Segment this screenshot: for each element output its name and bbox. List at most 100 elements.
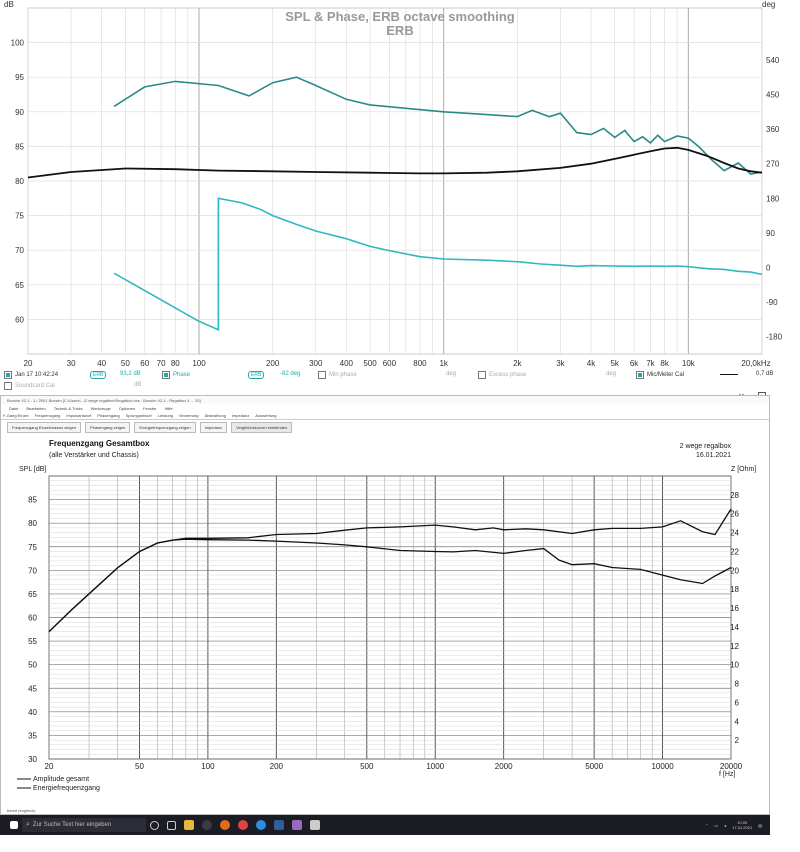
top-x-tick-label: 2k: [513, 359, 522, 368]
windows-start-icon[interactable]: [10, 821, 18, 829]
top-chart-title: SPL & Phase, ERB octave smoothing: [285, 9, 515, 24]
top-y-tick-label: 75: [15, 212, 24, 221]
menu-datei[interactable]: Datei: [9, 405, 19, 411]
clock[interactable]: 10:05 17.01.2021: [732, 820, 752, 830]
bottom-grid: [48, 475, 732, 760]
top-y-tick-label: 85: [15, 142, 24, 151]
bottom-y2-tick-label: 10: [730, 661, 739, 670]
tab-leistung[interactable]: Leistung: [157, 413, 173, 418]
top-series-phase: [113, 197, 763, 332]
top-x-tick-label: 20: [24, 359, 33, 368]
top-y-tick-label: 60: [15, 315, 24, 324]
minphase-checkbox[interactable]: [318, 371, 326, 379]
bottom-y2-tick-label: 6: [735, 698, 740, 707]
miccal-checkbox[interactable]: [636, 371, 644, 379]
phase-checkbox[interactable]: [162, 371, 170, 379]
tab-sprungantwort[interactable]: Sprungantwort: [125, 413, 152, 418]
menu-bearbeiten[interactable]: Bearbeiten: [26, 405, 46, 411]
tab-abstrahlung[interactable]: Abstrahlung: [204, 413, 226, 418]
compare-curves-button[interactable]: Vergleichskurven einblenden: [231, 421, 293, 433]
spl-phase-chart[interactable]: SPL & Phase, ERB octave smoothing ERB dB…: [0, 0, 800, 368]
soundcard-checkbox[interactable]: [4, 382, 12, 390]
top-y-tick-label: 90: [15, 108, 24, 117]
app-icon-3[interactable]: [274, 820, 284, 830]
phase-value: -82 deg: [280, 371, 301, 377]
menu-technik[interactable]: Technik & Tricks: [53, 405, 83, 411]
erb-chip[interactable]: ERB: [90, 371, 107, 379]
task-view-icon[interactable]: [167, 820, 176, 830]
taskbar-search[interactable]: ⌕ Zur Suche Text hier eingeben: [22, 818, 146, 832]
erb-checkbox[interactable]: [4, 371, 12, 379]
edge-icon[interactable]: [256, 820, 266, 830]
phase-chip[interactable]: ERB: [248, 371, 265, 379]
bottom-y-tick-label: 75: [28, 543, 37, 552]
legend-item-phase[interactable]: Phase: [162, 371, 190, 379]
notifications-icon[interactable]: ▤: [758, 822, 762, 828]
top-x-tick-label: 40: [97, 359, 106, 368]
bottom-y-tick-label: 85: [28, 496, 37, 505]
app-icon-2[interactable]: [238, 820, 248, 830]
menu-werkzeuge[interactable]: Werkzeuge: [90, 405, 111, 411]
clock-time: 10:05: [737, 820, 748, 825]
show-single-chassis-button[interactable]: Frequenzgang Einzelchassis zeigen: [7, 421, 82, 433]
tab-phasengang[interactable]: Phasengang: [97, 413, 120, 418]
bottom-y2-tick-label: 14: [730, 623, 739, 632]
tab-bar: F-Gang Einzel Frequenzgang Impulsantwort…: [1, 412, 769, 420]
legend-energy: Energiefrequenzgang: [33, 785, 100, 792]
tab-auswertung[interactable]: Auswertung: [255, 413, 277, 418]
excessphase-unit: deg: [606, 371, 617, 377]
tab-impedanz[interactable]: Impedanz: [231, 413, 250, 418]
system-tray: ⌃ ▭ ◂ 10:05 17.01.2021 ▤: [705, 820, 770, 830]
tab-frequenzgang[interactable]: Frequenzgang: [34, 413, 61, 418]
file-explorer-icon[interactable]: [184, 820, 194, 830]
menu-bar: Datei Bearbeiten Technik & Tricks Werkze…: [1, 404, 769, 412]
top-series-mic-meter-cal: [27, 146, 763, 179]
menu-fenster[interactable]: Fenster: [143, 405, 157, 411]
app-icon-1[interactable]: [202, 820, 212, 830]
show-phase-button[interactable]: Phasengang zeigen: [85, 421, 131, 433]
tab-fgang-einzel[interactable]: F-Gang Einzel: [3, 413, 29, 418]
top-y2-ticks: 540 450 360 270 180 90 0 -90 -180: [766, 56, 783, 342]
legend-item-soundcard[interactable]: Soundcard Cal: [4, 382, 55, 390]
bottom-y2-tick-label: 2: [735, 736, 740, 745]
network-icon[interactable]: ▭: [714, 822, 719, 828]
bottom-x-tick-label: 50: [135, 762, 144, 771]
menu-optionen[interactable]: Optionen: [118, 405, 136, 411]
bottom-y2-tick-label: 22: [730, 547, 739, 556]
legend-item-minphase[interactable]: Min phase: [318, 371, 357, 379]
top-x-tick-label: 4k: [587, 359, 596, 368]
excessphase-checkbox[interactable]: [478, 371, 486, 379]
bottom-x-tick-label: 500: [360, 762, 374, 771]
firefox-icon[interactable]: [220, 820, 230, 830]
top-x-tick-label: 20,0kHz: [741, 359, 770, 368]
app-icon-4[interactable]: [292, 820, 302, 830]
top-left-unit: dB: [4, 0, 14, 9]
top-x-tick-label: 300: [309, 359, 323, 368]
top-x-tick-label: 1k: [439, 359, 448, 368]
bottom-x-tick-label: 100: [201, 762, 215, 771]
legend-item-excessphase[interactable]: Excess phase: [478, 371, 526, 379]
phase-label: Phase: [173, 372, 191, 378]
search-icon: ⌕: [26, 821, 30, 828]
bottom-y2-ticks: 28 26 24 22 20 18 16 14 12 10 8 6 4 2: [730, 491, 739, 745]
legend-item-miccal[interactable]: Mic/Meter Cal: [636, 371, 684, 379]
project-name: 2 wege regalbox: [680, 443, 732, 450]
tab-verzerrung[interactable]: Verzerrung: [178, 413, 199, 418]
tab-impulsantwort[interactable]: Impulsantwort: [66, 413, 92, 418]
bottom-x-tick-label: 20: [45, 762, 54, 771]
top-y-tick-label: 100: [11, 39, 25, 48]
app-icon-5[interactable]: [310, 820, 320, 830]
menu-hilfe[interactable]: Hilfe: [164, 405, 173, 411]
legend-item-erb[interactable]: Jan 17 10:42:24: [4, 371, 58, 379]
frequency-response-chart[interactable]: Frequenzgang Gesamtbox (alle Verstärker …: [1, 436, 769, 796]
bottom-x-tick-label: 2000: [495, 762, 513, 771]
tray-chevron-icon[interactable]: ⌃: [705, 822, 709, 828]
impedance-button[interactable]: Impedanz: [199, 421, 228, 433]
cortana-icon[interactable]: [150, 820, 159, 830]
top-x-tick-label: 100: [192, 359, 206, 368]
bottom-chart-title: Frequenzgang Gesamtbox: [49, 439, 150, 448]
volume-icon[interactable]: ◂: [724, 822, 727, 828]
show-energy-button[interactable]: Energiefrequenzgang zeigen: [134, 421, 196, 433]
toolbar: Frequenzgang Einzelchassis zeigen Phasen…: [1, 420, 769, 434]
top-x-tick-label: 5k: [610, 359, 619, 368]
